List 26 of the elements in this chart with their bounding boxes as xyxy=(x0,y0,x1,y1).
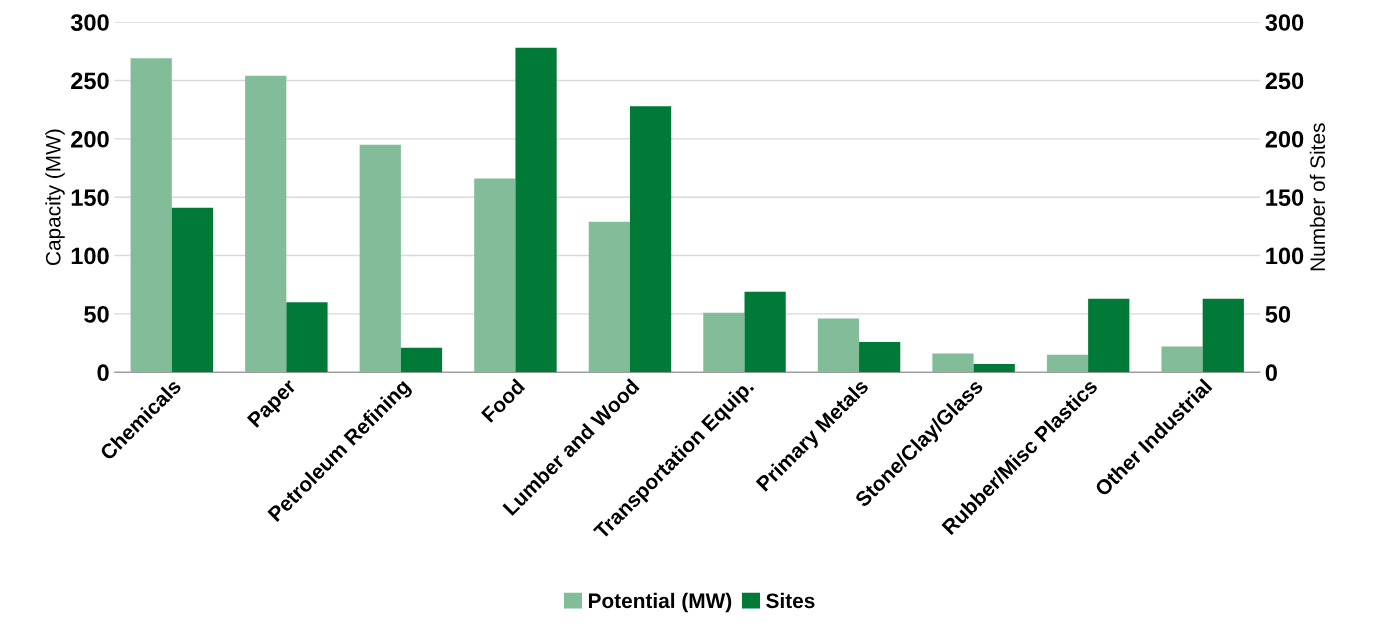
y-tick-label: 50 xyxy=(84,305,109,323)
bar xyxy=(1046,354,1089,373)
y2-tick-label: 200 xyxy=(1265,130,1304,148)
legend-label: Sites xyxy=(766,592,815,609)
legend-label: Potential (MW) xyxy=(588,592,732,613)
y-tick-label: 200 xyxy=(71,130,109,148)
y2-tick-label: 150 xyxy=(1266,189,1304,206)
bar xyxy=(932,353,974,373)
y-tick-label: 250 xyxy=(71,72,109,90)
y-tick-label: 0 xyxy=(97,364,109,382)
y-tick-label: 150 xyxy=(71,189,109,206)
bar xyxy=(359,144,401,373)
y-axis-title: Capacity (MW) xyxy=(45,129,65,265)
y2-tick-label: 250 xyxy=(1265,72,1304,90)
y-tick-label: 300 xyxy=(70,14,109,31)
bar xyxy=(1202,298,1244,373)
y2-axis-title: Number of Sites xyxy=(1309,123,1326,271)
bar xyxy=(400,347,443,373)
y2-tick-label: 100 xyxy=(1266,247,1304,265)
bar xyxy=(286,302,328,373)
bar xyxy=(1088,298,1130,373)
y2-tick-label: 0 xyxy=(1265,364,1277,382)
y2-tick-label: 300 xyxy=(1265,14,1304,31)
y-tick-label: 100 xyxy=(71,247,109,265)
y2-tick-label: 50 xyxy=(1265,305,1291,323)
bar xyxy=(245,75,287,373)
